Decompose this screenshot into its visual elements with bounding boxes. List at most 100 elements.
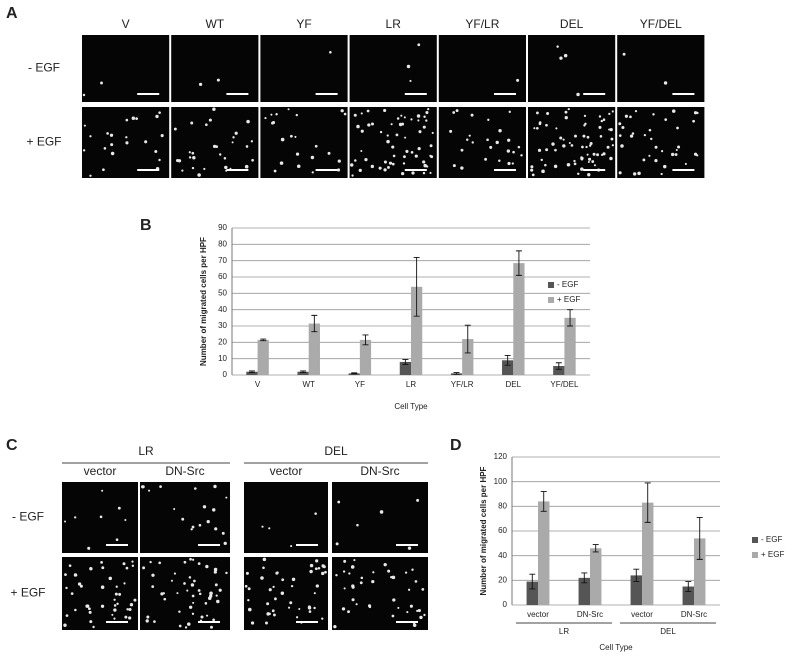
cell-dot — [335, 542, 339, 546]
cell-dot — [629, 115, 632, 119]
cell-dot — [128, 607, 132, 612]
y-tick-label: 20 — [498, 575, 507, 584]
cell-dot — [418, 130, 422, 134]
cell-dot — [231, 141, 234, 144]
cell-dot — [151, 585, 155, 589]
bar — [578, 577, 590, 605]
cell-dot — [417, 43, 421, 47]
cell-dot — [92, 625, 95, 629]
cell-dot — [489, 145, 493, 149]
bar — [553, 366, 565, 375]
cell-dot — [421, 587, 425, 591]
cell-dot — [251, 158, 254, 162]
cell-dot — [335, 573, 338, 577]
cell-dot — [188, 576, 192, 579]
cell-dot — [591, 160, 595, 163]
cell-dot — [581, 145, 584, 149]
error-bar — [581, 572, 588, 584]
cell-dot — [77, 582, 82, 586]
cell-dot — [391, 162, 395, 166]
cell-dot — [609, 128, 613, 132]
cell-dot — [114, 592, 118, 596]
cell-dot — [280, 591, 285, 595]
cell-dot — [598, 125, 602, 129]
cell-dot — [392, 154, 396, 158]
cell-dot — [696, 154, 699, 157]
cell-dot — [333, 624, 337, 629]
error-bar — [504, 354, 511, 366]
cell-dot — [213, 484, 217, 489]
cell-dot — [370, 164, 374, 169]
cell-dot — [155, 114, 159, 119]
cell-dot — [153, 620, 156, 623]
cell-dot — [247, 587, 251, 591]
cell-dot — [582, 134, 586, 138]
cell-dot — [221, 531, 225, 535]
cell-dot — [511, 162, 514, 165]
cell-dot — [383, 160, 387, 164]
cell-dot — [366, 109, 370, 113]
error-bar — [413, 256, 420, 317]
cell-dot — [587, 160, 590, 163]
cell-dot — [452, 111, 456, 114]
cell-dot — [517, 145, 521, 149]
cell-dot — [190, 121, 194, 125]
cell-dot — [407, 588, 411, 591]
cell-dot — [127, 608, 130, 611]
cell-dot — [309, 563, 314, 568]
cell-dot — [350, 565, 355, 569]
cell-dot — [648, 128, 652, 132]
cell-dot — [358, 168, 362, 172]
cell-dot — [232, 136, 235, 139]
cell-dot — [351, 598, 355, 602]
cell-dot — [580, 156, 583, 159]
cell-dot — [273, 169, 277, 173]
cell-dot — [664, 118, 668, 121]
cell-dot — [337, 500, 341, 504]
cell-dot — [379, 130, 383, 134]
cell-dot — [367, 123, 371, 127]
micrograph — [349, 107, 437, 178]
cell-dot — [271, 609, 275, 613]
cell-dot — [468, 134, 471, 137]
cell-dot — [583, 124, 586, 127]
cell-dot — [188, 151, 191, 154]
column-header: YF/LR — [465, 17, 499, 31]
x-tick-label: DEL — [506, 380, 522, 389]
cell-dot — [391, 614, 395, 618]
cell-dot — [183, 582, 186, 585]
cell-dot — [188, 156, 192, 159]
cell-dot — [125, 566, 129, 570]
cell-dot — [498, 129, 502, 133]
cell-dot — [367, 604, 372, 608]
cell-dot — [273, 613, 276, 617]
cell-dot — [245, 145, 249, 148]
cell-dot — [103, 147, 107, 150]
cell-dot — [145, 619, 149, 623]
cell-dot — [264, 117, 267, 120]
cell-dot — [313, 606, 316, 610]
panel-label: C — [6, 437, 18, 454]
cell-dot — [620, 144, 624, 148]
y-tick-label: 30 — [218, 321, 227, 330]
cell-dot — [449, 129, 453, 133]
cell-dot — [585, 145, 588, 149]
cell-dot — [406, 64, 411, 69]
cell-dot — [618, 122, 622, 126]
cell-dot — [191, 166, 195, 170]
x-tick-label: WT — [302, 380, 315, 389]
cell-dot — [204, 602, 208, 605]
cell-dot — [484, 157, 487, 161]
cell-dot — [621, 126, 625, 130]
cell-dot — [290, 584, 294, 588]
cell-dot — [360, 112, 363, 115]
cell-dot — [423, 115, 426, 119]
cell-dot — [309, 569, 313, 574]
cell-dot — [193, 579, 196, 583]
x-tick-label: DN-Src — [681, 610, 707, 619]
cell-dot — [545, 148, 549, 152]
cell-dot — [188, 605, 193, 609]
cell-dot — [452, 164, 456, 168]
legend-label: - EGF — [557, 280, 578, 289]
cell-dot — [409, 79, 412, 83]
